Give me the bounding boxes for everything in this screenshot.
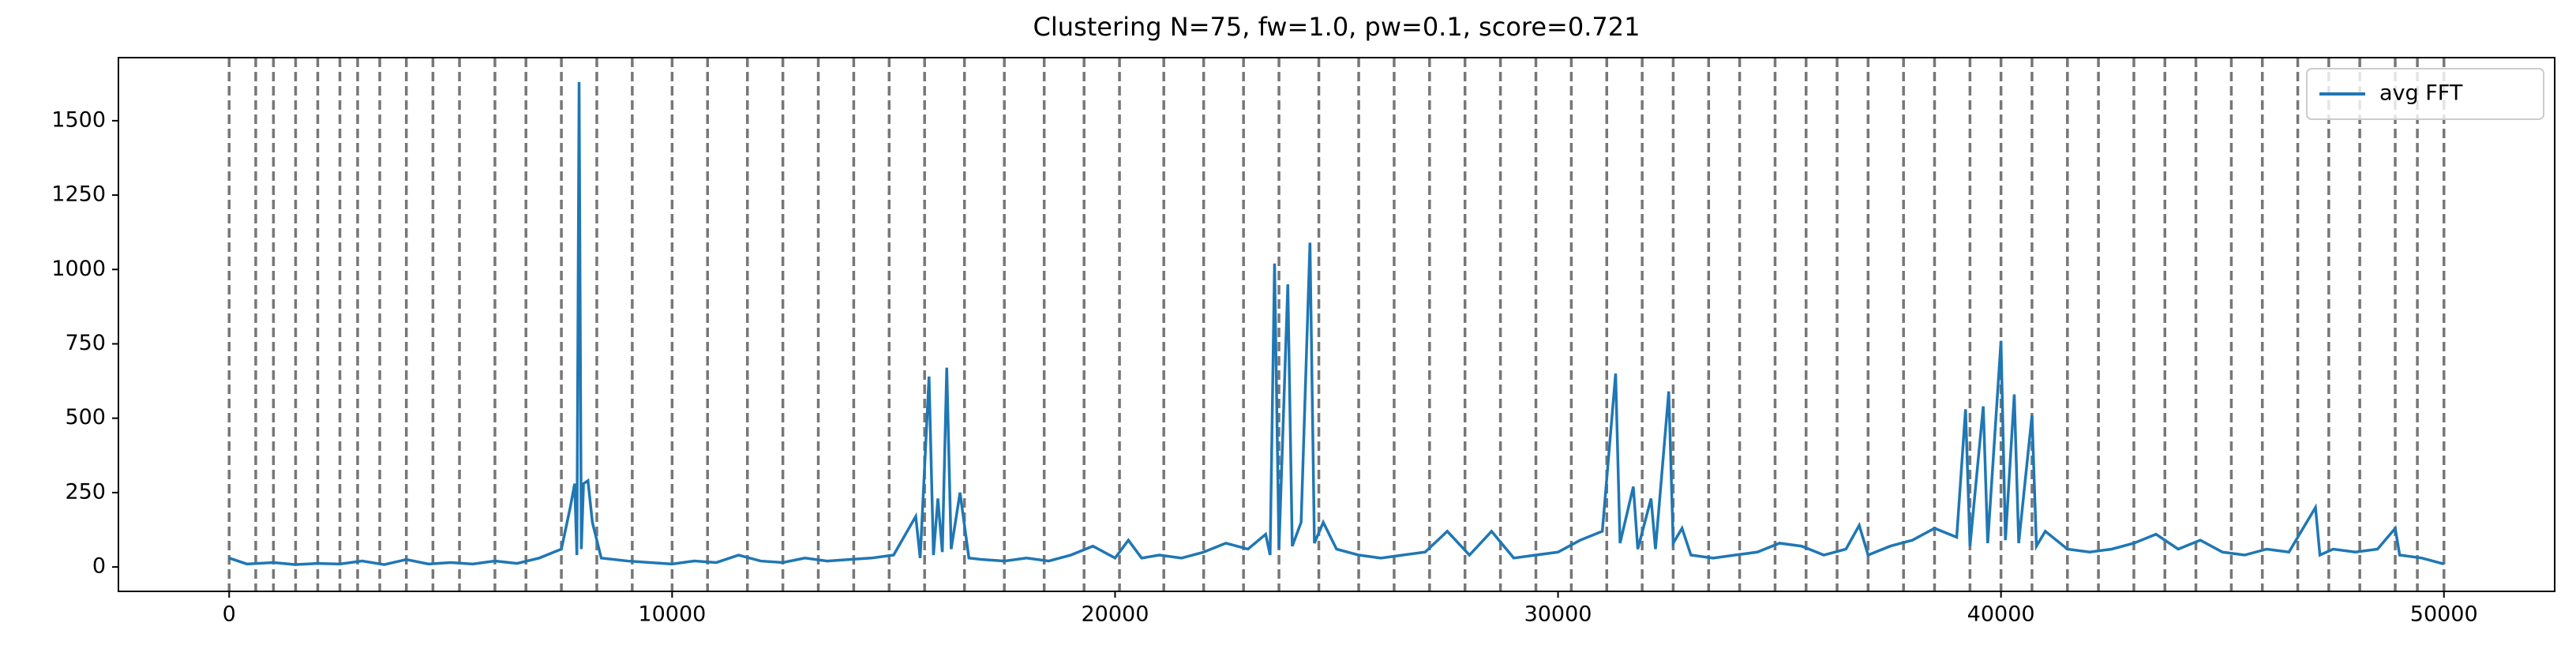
x-tick-label: 30000 bbox=[1524, 602, 1592, 627]
plot-frame bbox=[118, 57, 2555, 592]
x-tick-label: 0 bbox=[223, 602, 236, 627]
y-tick-label: 750 bbox=[65, 331, 106, 355]
line-series bbox=[228, 81, 2445, 566]
y-tick-label: 0 bbox=[92, 554, 106, 579]
x-tick-label: 50000 bbox=[2410, 602, 2478, 627]
chart-title: Clustering N=75, fw=1.0, pw=0.1, score=0… bbox=[1033, 12, 1640, 42]
x-tick-label: 40000 bbox=[1967, 602, 2035, 627]
legend-label: avg FFT bbox=[2379, 81, 2463, 106]
y-tick-label: 1000 bbox=[51, 257, 106, 281]
legend-box bbox=[2306, 68, 2544, 120]
y-tick-label: 500 bbox=[65, 405, 106, 430]
x-tick-label: 20000 bbox=[1082, 602, 1149, 627]
x-tick-label: 10000 bbox=[638, 602, 706, 627]
y-tick-label: 250 bbox=[65, 479, 106, 504]
y-tick-label: 1250 bbox=[51, 182, 106, 207]
y-tick-label: 1500 bbox=[51, 107, 106, 132]
